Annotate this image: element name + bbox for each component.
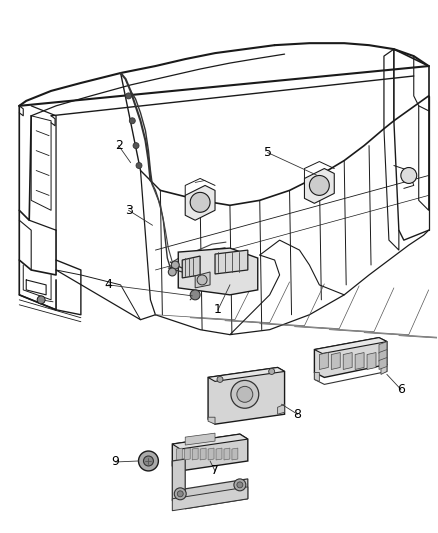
Circle shape — [231, 381, 259, 408]
Circle shape — [37, 296, 45, 304]
Circle shape — [174, 488, 186, 500]
Polygon shape — [172, 434, 248, 471]
Polygon shape — [367, 352, 376, 369]
Polygon shape — [379, 342, 387, 353]
Circle shape — [129, 118, 135, 124]
Polygon shape — [195, 272, 210, 288]
Text: 6: 6 — [397, 383, 405, 396]
Polygon shape — [319, 352, 328, 369]
Polygon shape — [184, 448, 190, 460]
Polygon shape — [208, 448, 214, 460]
Circle shape — [144, 456, 153, 466]
Text: 5: 5 — [264, 146, 272, 159]
Polygon shape — [172, 459, 185, 501]
Circle shape — [136, 163, 142, 168]
Circle shape — [237, 482, 243, 488]
Text: 8: 8 — [293, 408, 301, 421]
Circle shape — [217, 376, 223, 382]
Circle shape — [268, 368, 275, 375]
Polygon shape — [379, 350, 387, 361]
Polygon shape — [208, 417, 215, 424]
Text: 4: 4 — [105, 278, 113, 292]
Polygon shape — [182, 256, 200, 278]
Circle shape — [168, 268, 176, 276]
Polygon shape — [215, 250, 248, 274]
Polygon shape — [343, 352, 352, 369]
Circle shape — [177, 491, 183, 497]
Polygon shape — [381, 365, 387, 375]
Polygon shape — [176, 448, 182, 460]
Polygon shape — [216, 448, 222, 460]
Circle shape — [237, 386, 253, 402]
Polygon shape — [278, 404, 285, 414]
Polygon shape — [185, 433, 215, 445]
Polygon shape — [355, 352, 364, 369]
Polygon shape — [331, 352, 340, 369]
Polygon shape — [185, 185, 215, 220]
Circle shape — [234, 479, 246, 491]
Polygon shape — [314, 337, 387, 377]
Polygon shape — [185, 479, 248, 508]
Polygon shape — [304, 168, 334, 203]
Circle shape — [138, 451, 159, 471]
Polygon shape — [224, 448, 230, 460]
Circle shape — [171, 261, 179, 269]
Circle shape — [126, 93, 131, 99]
Text: 2: 2 — [115, 139, 123, 152]
Polygon shape — [314, 373, 319, 382]
Polygon shape — [172, 434, 248, 449]
Polygon shape — [379, 358, 387, 369]
Polygon shape — [232, 448, 238, 460]
Text: 3: 3 — [125, 204, 133, 217]
Polygon shape — [192, 448, 198, 460]
Circle shape — [133, 143, 139, 149]
Text: 9: 9 — [112, 456, 120, 469]
Text: 7: 7 — [211, 464, 219, 478]
Circle shape — [197, 275, 207, 285]
Circle shape — [309, 175, 329, 196]
Polygon shape — [172, 487, 248, 511]
Circle shape — [401, 167, 417, 183]
Polygon shape — [314, 337, 387, 353]
Polygon shape — [208, 367, 285, 424]
Circle shape — [190, 192, 210, 212]
Text: 1: 1 — [214, 303, 222, 316]
Polygon shape — [200, 448, 206, 460]
Polygon shape — [178, 248, 258, 295]
Circle shape — [190, 290, 200, 300]
Polygon shape — [208, 367, 285, 382]
